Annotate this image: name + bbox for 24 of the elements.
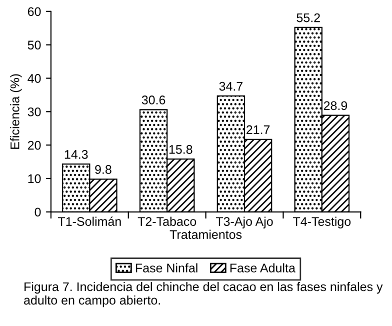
data-label: 30.6 xyxy=(142,96,166,104)
x-tick-label: T3-Ajo Ajo xyxy=(216,216,273,228)
x-tick-label: T2-Tabaco xyxy=(138,216,196,226)
legend-label: Fase Ninfal xyxy=(136,263,198,272)
data-label: 55.2 xyxy=(296,13,320,22)
y-tick-label: 60 xyxy=(28,7,41,16)
data-label: 14.3 xyxy=(64,150,88,159)
y-tick-label: 50 xyxy=(28,40,41,50)
y-tick-label: 20 xyxy=(28,140,41,150)
x-tick-label: T1-Solimán xyxy=(58,216,121,226)
legend-label: Fase Adulta xyxy=(230,263,296,272)
text: Figura 7. Incidencia del chinche del cacao en las fases ninfales y adulto en campo abierto. xyxy=(24,282,383,308)
y-axis-title: Eficiencia (%) xyxy=(10,74,22,149)
y-tick-label: 10 xyxy=(28,174,41,184)
y-tick-label: 40 xyxy=(28,74,41,83)
data-label: 28.9 xyxy=(324,101,348,110)
y-tick-label: 0 xyxy=(34,208,41,217)
data-label: 9.8 xyxy=(95,165,112,174)
x-axis-title: Tratamientos xyxy=(170,230,242,239)
data-label: 34.7 xyxy=(219,82,242,91)
y-tick-label: 30 xyxy=(28,107,41,116)
x-tick-label: T4-Testigo xyxy=(293,216,351,228)
data-label: 15.8 xyxy=(169,145,192,154)
data-label: 21.7 xyxy=(246,125,270,134)
